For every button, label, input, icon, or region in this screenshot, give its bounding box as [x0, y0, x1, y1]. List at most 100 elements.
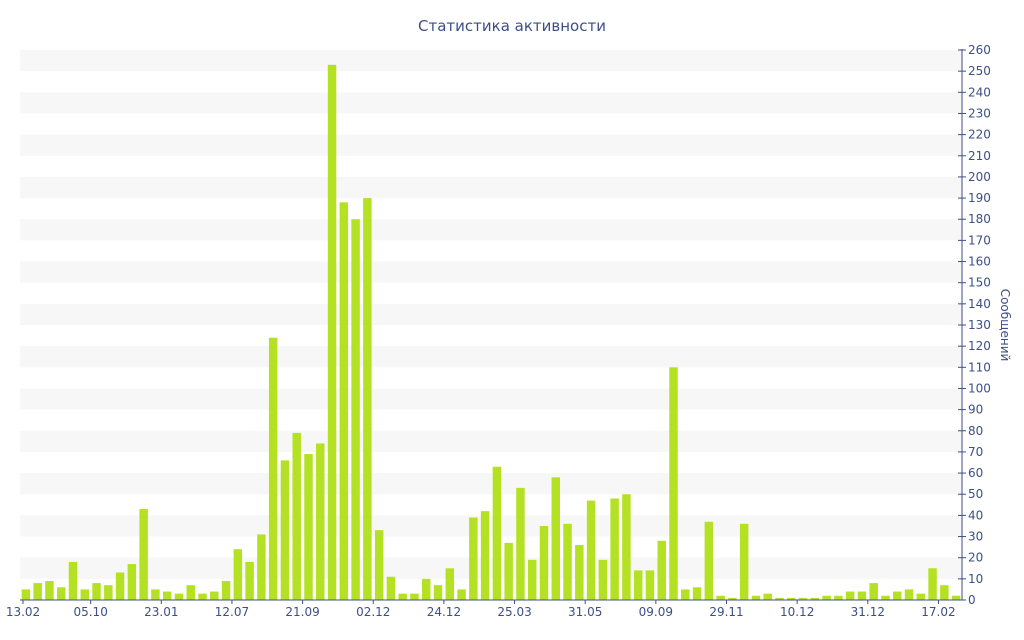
bar	[292, 432, 301, 600]
y-tick-label: 110	[968, 360, 991, 374]
y-tick-label: 40	[968, 508, 983, 522]
bar	[68, 561, 78, 600]
x-tick-label: 09.09	[639, 605, 673, 619]
bar	[775, 597, 784, 600]
bar	[151, 589, 160, 600]
bar	[162, 591, 172, 600]
y-tick-label: 120	[968, 339, 991, 353]
grid-band	[20, 515, 962, 537]
bar	[657, 540, 666, 600]
x-tick-label: 12.07	[215, 605, 249, 619]
bar	[586, 500, 596, 600]
bar	[798, 597, 808, 600]
bar	[21, 589, 31, 600]
y-tick-label: 230	[968, 106, 991, 120]
y-tick-label: 160	[968, 255, 991, 269]
bar	[245, 561, 254, 600]
x-tick-label: 29.11	[709, 605, 743, 619]
y-tick-label: 220	[968, 128, 991, 142]
bar	[127, 564, 137, 600]
grid-band	[20, 303, 962, 325]
bar	[881, 595, 890, 600]
bar	[33, 583, 42, 600]
bar	[221, 580, 231, 600]
bar	[834, 595, 843, 600]
y-tick-label: 200	[968, 170, 991, 184]
grid-band	[20, 430, 962, 452]
bar	[575, 545, 584, 600]
bar	[351, 219, 360, 600]
x-tick-label: 23.01	[144, 605, 178, 619]
bar	[316, 443, 325, 600]
bar	[386, 576, 396, 600]
grid-band	[20, 50, 962, 72]
y-tick-label: 10	[968, 572, 983, 586]
grid-band	[20, 346, 962, 368]
bar	[822, 595, 831, 600]
grid-bands	[20, 50, 962, 579]
y-axis-title: Сообщений	[998, 289, 1012, 362]
x-axis: 13.02 05.10 23.01 12.07 21.09 02.12 24.12 25.03…	[6, 599, 962, 619]
bar	[539, 525, 549, 600]
grid-band	[20, 473, 962, 495]
bar	[598, 559, 608, 600]
bar	[669, 367, 678, 600]
bar	[692, 587, 702, 600]
bar	[751, 595, 761, 600]
bar	[716, 595, 725, 600]
x-tick-label: 17.02	[921, 605, 955, 619]
bar-series	[21, 64, 961, 601]
grid-band	[20, 388, 962, 410]
y-tick-label: 210	[968, 149, 991, 163]
bar	[622, 494, 631, 600]
bar	[857, 591, 867, 600]
y-tick-label: 190	[968, 191, 991, 205]
bar	[928, 568, 937, 600]
x-tick-label: 31.12	[851, 605, 885, 619]
y-tick-label: 140	[968, 297, 991, 311]
y-tick-label: 260	[968, 43, 991, 57]
bar	[210, 591, 219, 600]
bar	[469, 517, 478, 600]
bar	[257, 534, 266, 600]
x-tick-label: 10.12	[780, 605, 814, 619]
grid-band	[20, 92, 962, 114]
bar	[904, 589, 914, 600]
bar	[268, 337, 278, 600]
bar	[728, 597, 737, 600]
grid-band	[20, 557, 962, 579]
y-tick-label: 250	[968, 64, 991, 78]
bar	[92, 583, 101, 600]
y-tick-label: 20	[968, 551, 983, 565]
bar	[527, 559, 537, 600]
x-tick-label: 05.10	[73, 605, 107, 619]
grid-band	[20, 261, 962, 283]
bar	[845, 591, 855, 600]
bar	[704, 521, 714, 600]
grid-band	[20, 134, 962, 156]
bar	[645, 570, 655, 600]
bar	[457, 589, 466, 600]
bar	[739, 523, 749, 600]
y-tick-label: 130	[968, 318, 991, 332]
bar	[104, 585, 113, 600]
bar	[516, 487, 525, 600]
bar	[56, 587, 66, 600]
x-tick-label: 13.02	[6, 605, 40, 619]
bar	[304, 454, 313, 600]
y-tick-label: 90	[968, 403, 983, 417]
grid-band	[20, 176, 962, 199]
bar	[563, 523, 572, 600]
bar	[480, 511, 490, 600]
y-tick-label: 30	[968, 530, 983, 544]
y-tick-label: 240	[968, 85, 991, 99]
y-tick-label: 0	[968, 593, 976, 607]
bar	[174, 593, 184, 600]
bar	[504, 542, 513, 600]
bar	[551, 477, 561, 600]
y-tick-label: 70	[968, 445, 983, 459]
x-tick-label: 24.12	[427, 605, 461, 619]
bar	[445, 568, 455, 600]
bar	[80, 589, 90, 600]
